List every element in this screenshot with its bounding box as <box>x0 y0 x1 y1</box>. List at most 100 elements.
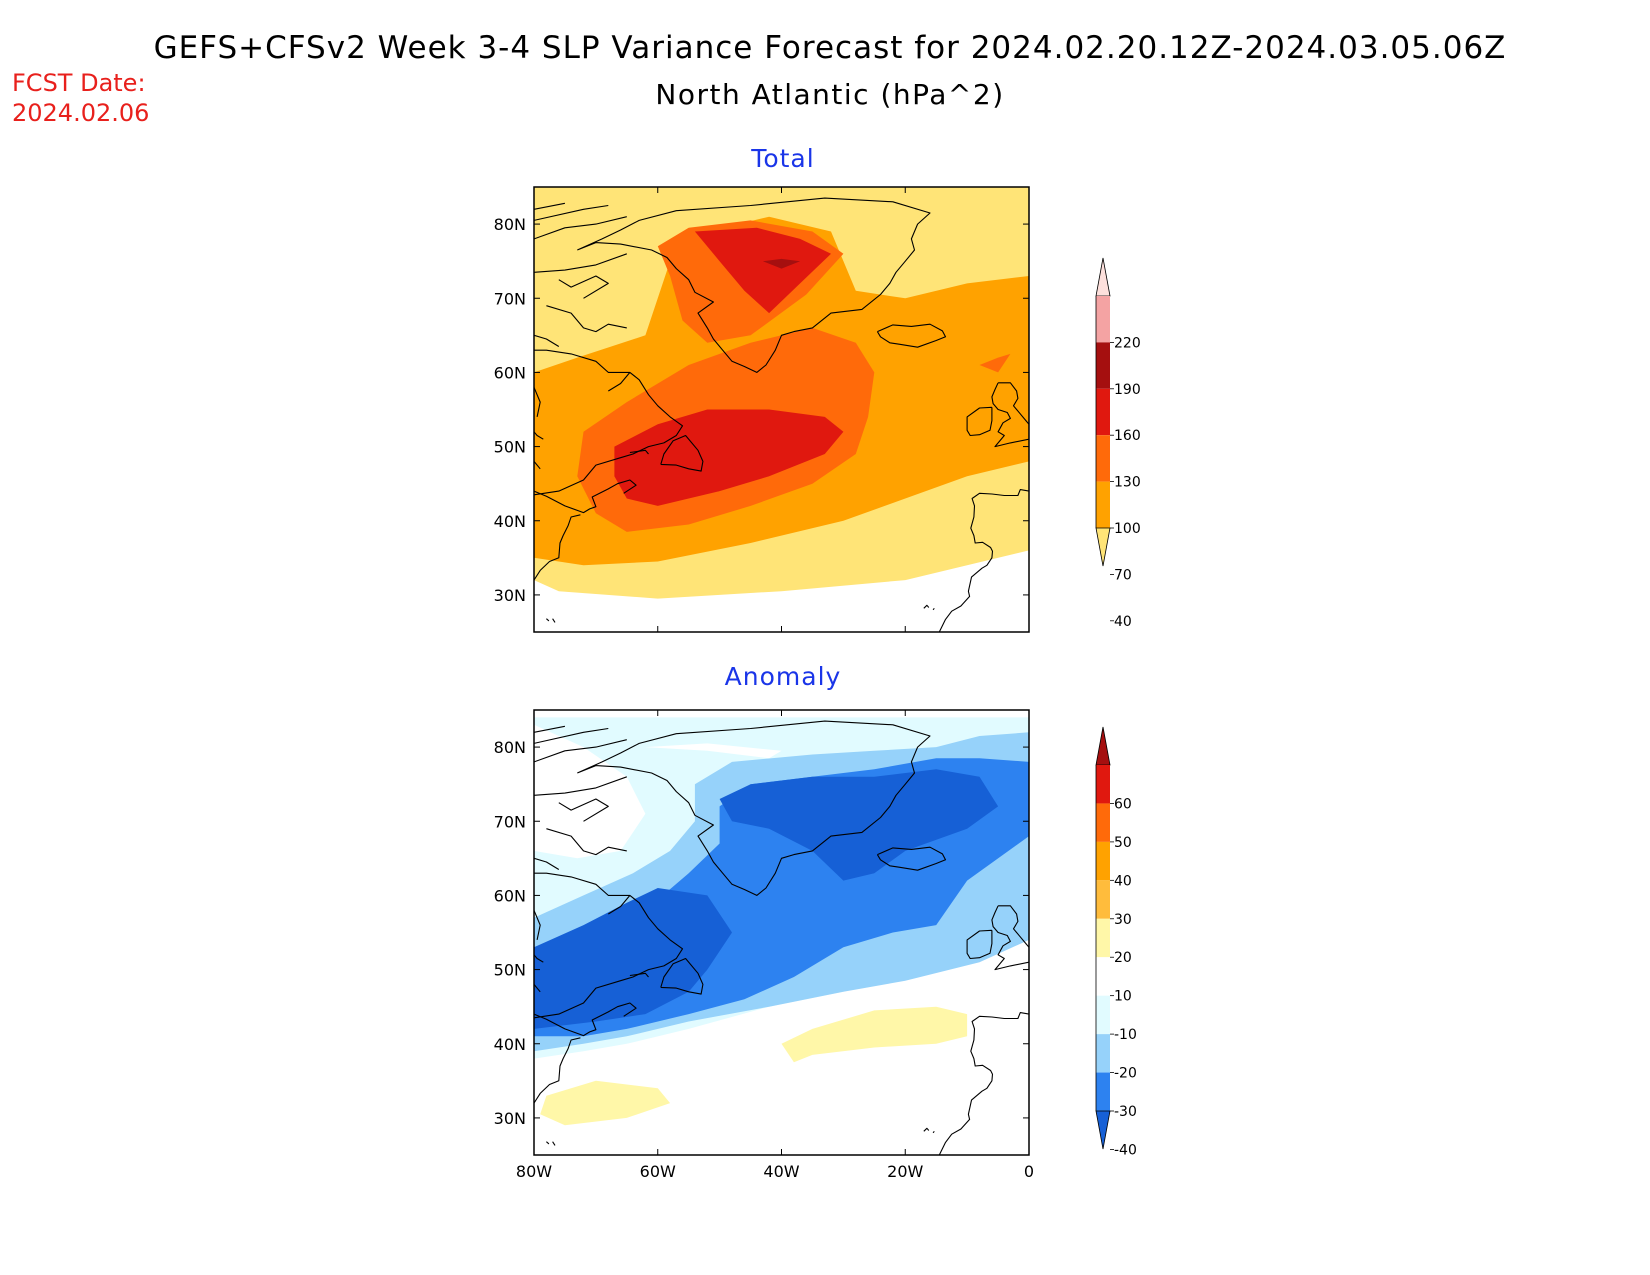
coastline-0 <box>534 349 684 496</box>
colorbar-top-arrow <box>1095 726 1111 766</box>
lat-label: 30N <box>494 586 526 605</box>
coastline-15 <box>534 253 627 273</box>
coastline-2 <box>534 514 581 581</box>
forecast-date-value: 2024.02.06 <box>12 99 150 127</box>
colorbar-label: 220 <box>1114 335 1141 351</box>
lon-label: 60W <box>640 639 676 640</box>
coastline-8 <box>966 406 993 437</box>
coastline-19 <box>546 305 627 333</box>
coastline-6 <box>876 846 947 871</box>
colorbar-label: 160 <box>1114 428 1141 444</box>
contour-fill-7 <box>762 258 801 269</box>
colorbar-label: -40 <box>1114 1142 1137 1158</box>
lat-label: 30N <box>494 1109 526 1128</box>
coastline-9 <box>938 1012 1029 1155</box>
colorbar-1: 60 50 40 30 20 10 -10 -20 -30 -40 <box>1095 726 1137 1158</box>
coastline-2 <box>534 1037 581 1104</box>
lat-label: 80N <box>494 738 526 757</box>
main-title: GEFS+CFSv2 Week 3-4 SLP Variance Forecas… <box>153 30 1507 66</box>
coastline-6 <box>876 323 947 348</box>
coastline-24 <box>608 372 631 392</box>
coastline-5 <box>577 720 931 896</box>
lat-label: 70N <box>494 289 526 308</box>
colorbar-swatch <box>1096 803 1110 842</box>
colorbar-swatch <box>1096 342 1110 389</box>
subtitle: North Atlantic (hPa^2) <box>655 78 1005 111</box>
coastline-23 <box>534 461 541 470</box>
lat-label: 50N <box>494 438 526 457</box>
colorbar-swatch <box>1096 841 1110 881</box>
colorbar-label: 190 <box>1114 382 1141 398</box>
colorbar-swatch <box>1096 1072 1110 1111</box>
coastline-1 <box>534 1002 637 1037</box>
coastline-14 <box>558 798 609 822</box>
colorbar-swatch <box>1096 880 1110 919</box>
lon-label: 40W <box>763 639 799 640</box>
lat-label: 40N <box>494 1035 526 1054</box>
lat-label: 70N <box>494 812 526 831</box>
coastline-16 <box>534 739 627 763</box>
panel-title-total: Total <box>751 144 815 173</box>
colorbar-label: 130 <box>1114 475 1141 491</box>
colorbar-label: -30 <box>1114 1104 1137 1120</box>
contour-fill-6 <box>694 227 831 314</box>
coastline-11 <box>932 607 935 611</box>
lon-label: 0 <box>1024 1162 1034 1181</box>
colorbar-swatch <box>1096 296 1110 343</box>
lat-label: 50N <box>494 961 526 980</box>
colorbar-bottom-arrow <box>1095 1110 1111 1150</box>
colorbar-label: 50 <box>1114 835 1132 851</box>
coastline-22 <box>534 954 544 963</box>
forecast-date-label: FCST Date: <box>12 69 146 97</box>
coastline-12 <box>552 1141 556 1146</box>
coastline-16 <box>534 216 627 240</box>
coastline-14 <box>558 275 609 299</box>
coastline-19 <box>546 828 627 856</box>
colorbar-label: 70 <box>1114 567 1132 583</box>
coastline-18 <box>534 725 566 733</box>
lon-label: 20W <box>887 1162 923 1181</box>
lon-label: 20W <box>887 639 923 640</box>
coastline-7 <box>991 382 1029 448</box>
lon-label: 60W <box>640 1162 676 1181</box>
total-variance-map: 80N 70N 60N 50N 40N 30N 80W 60W 40W 20W 0 220 190 160… <box>494 186 1141 640</box>
colorbar-swatch <box>1096 995 1110 1035</box>
colorbar-label: 30 <box>1114 912 1132 928</box>
coastline-10 <box>923 604 930 609</box>
coastline-13 <box>546 1141 550 1145</box>
lon-label: 80W <box>516 1162 552 1181</box>
coastline-3 <box>660 957 704 995</box>
contour-fill-5 <box>614 409 844 506</box>
lon-label: 40W <box>763 1162 799 1181</box>
coastline-4 <box>629 972 649 978</box>
coastline-7 <box>991 905 1029 971</box>
lon-label: 80W <box>516 639 552 640</box>
coastline-22 <box>534 431 544 440</box>
panel-title-anomaly: Anomaly <box>724 662 842 691</box>
forecast-date-block: FCST Date: 2024.02.06 <box>12 68 149 128</box>
colorbar-swatch <box>1096 388 1110 436</box>
colorbar-swatch <box>1096 435 1110 482</box>
colorbar-label: 60 <box>1114 796 1132 812</box>
colorbar-label: 40 <box>1114 614 1132 630</box>
coastline-5 <box>577 197 931 373</box>
contour-fill-8 <box>781 1006 968 1063</box>
colorbar-label: 10 <box>1114 989 1132 1005</box>
lat-label: 80N <box>494 215 526 234</box>
lat-label: 40N <box>494 512 526 531</box>
coastline-24 <box>608 895 631 915</box>
coastline-17 <box>534 727 609 744</box>
coastline-12 <box>552 618 556 623</box>
coastline-23 <box>534 984 541 993</box>
contour-fill-5 <box>534 888 732 1029</box>
colorbar-swatch <box>1096 957 1110 996</box>
contour-fill-1 <box>534 724 646 859</box>
coastline-9 <box>938 489 1029 632</box>
coastline-20 <box>534 334 560 347</box>
coastline-10 <box>923 1127 930 1132</box>
coastline-15 <box>534 776 627 796</box>
coastline-13 <box>546 618 550 622</box>
colorbar-label: 20 <box>1114 950 1132 966</box>
coastline-21 <box>534 910 541 941</box>
